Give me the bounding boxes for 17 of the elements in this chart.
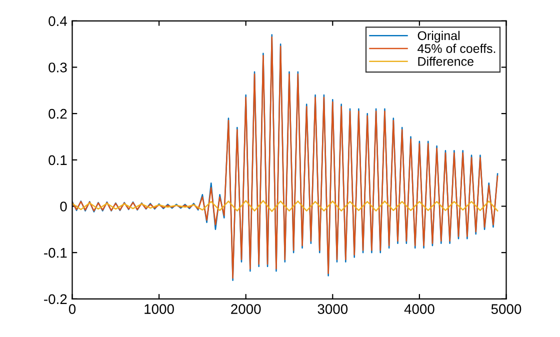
y-tick-label: -0.1 <box>44 248 67 258</box>
y-tick-label: 0.3 <box>48 62 67 72</box>
legend-label: Difference <box>418 56 474 66</box>
x-tick-label: 4000 <box>404 304 434 314</box>
x-tick-label: 5000 <box>491 304 522 314</box>
x-tick-label: 0 <box>68 304 76 314</box>
line-series <box>72 200 498 212</box>
legend-label: 45% of coeffs. <box>418 44 496 53</box>
y-tick-label: 0.4 <box>48 16 67 26</box>
y-tick-label: 0 <box>60 202 67 212</box>
x-tick-label: 3000 <box>318 304 348 314</box>
legend-label: Original <box>418 30 460 43</box>
y-tick-label: -0.2 <box>44 294 67 304</box>
x-tick-label: 2000 <box>231 304 261 314</box>
x-tick-label: 1000 <box>144 304 174 314</box>
y-tick-label: 0.2 <box>48 108 67 119</box>
y-tick-label: 0.1 <box>48 155 67 166</box>
